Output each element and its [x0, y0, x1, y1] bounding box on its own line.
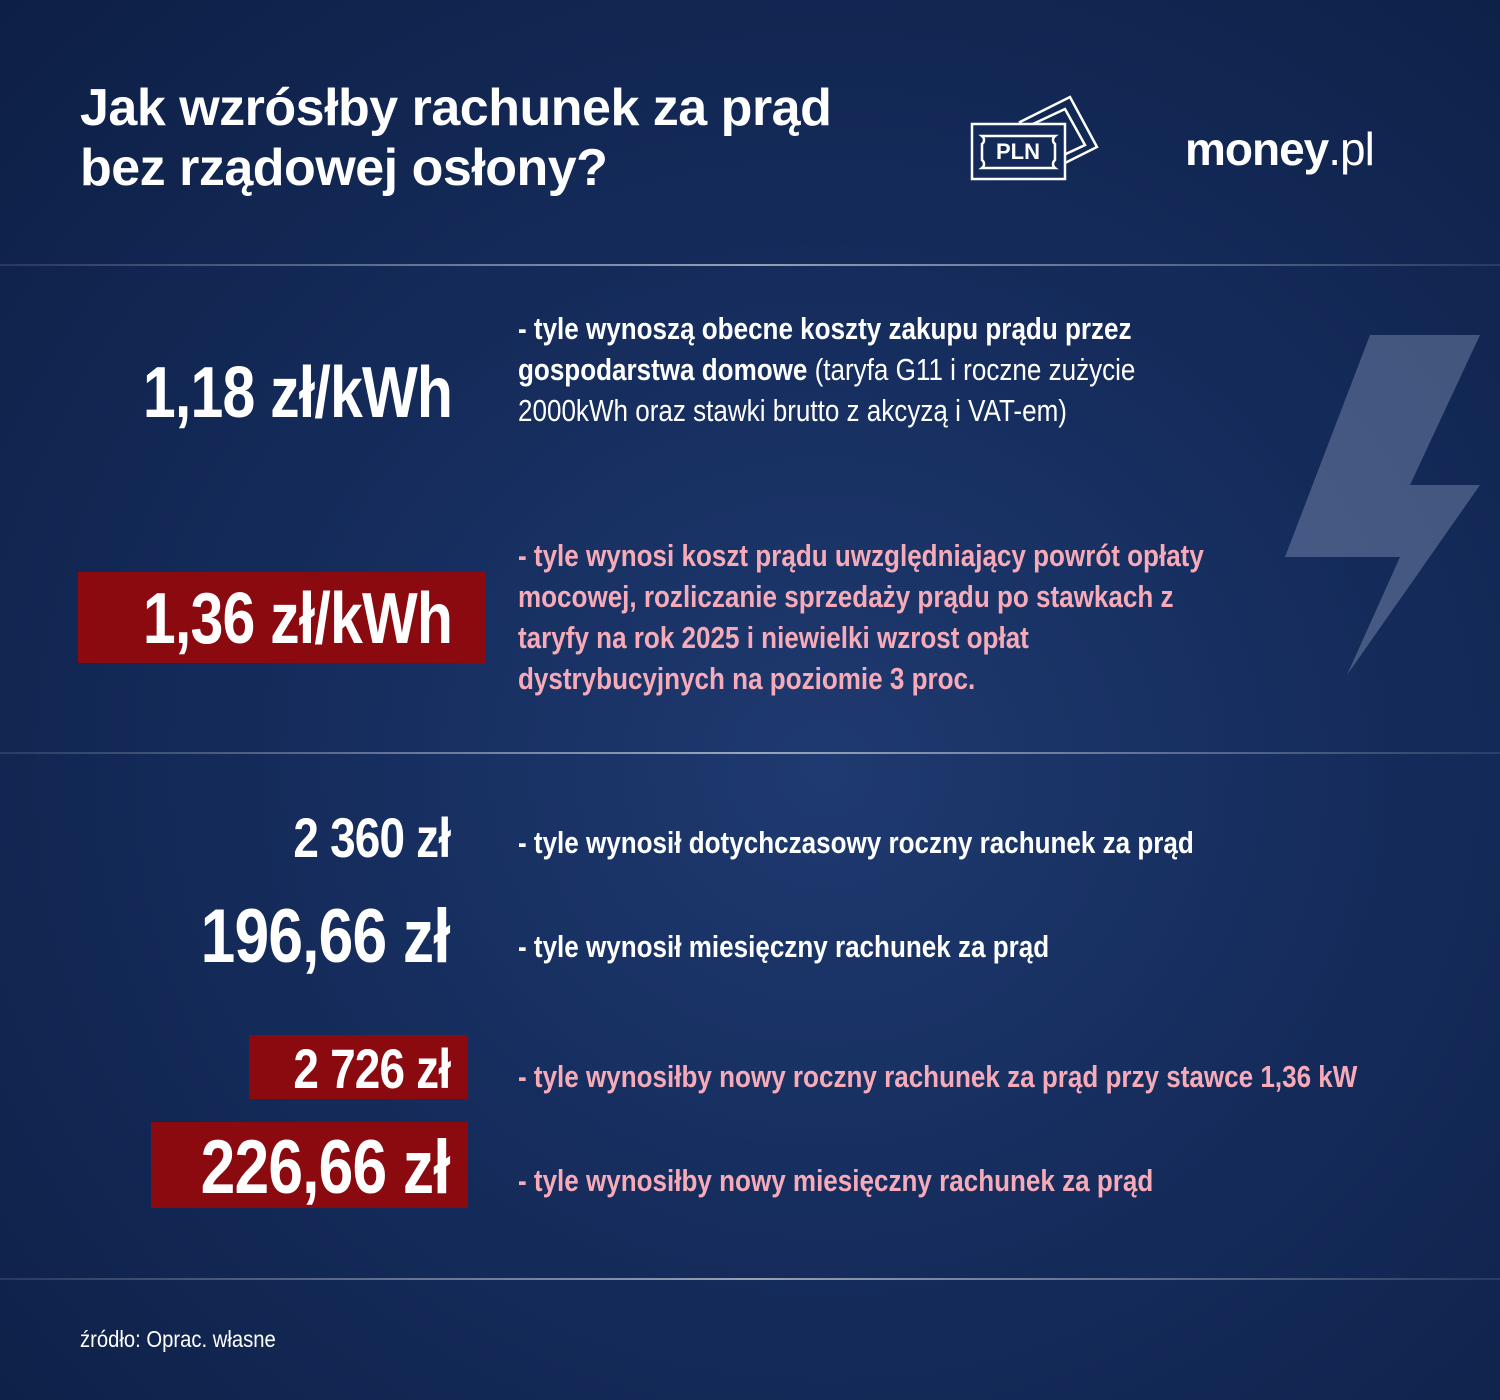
page-title: Jak wzrósłby rachunek za prąd bez rządow…: [80, 79, 832, 197]
current-rate-value: 1,18 zł/kWh: [142, 353, 453, 433]
banknote-icon: PLN: [970, 95, 1099, 181]
new-annual-bill-value: 2 726 zł: [293, 1037, 451, 1100]
new-monthly-bill-value: 226,66 zł: [200, 1125, 451, 1210]
new-rate-highlight: [78, 572, 486, 663]
new-monthly-bill-highlight: [151, 1122, 468, 1208]
divider: [0, 752, 1500, 754]
svg-text:PLN: PLN: [996, 139, 1040, 164]
new-annual-bill-highlight: [249, 1035, 468, 1099]
new-annual-bill-description: - tyle wynosiłby nowy roczny rachunek za…: [518, 1059, 1358, 1094]
divider: [0, 264, 1500, 266]
old-monthly-bill-description: - tyle wynosił miesięczny rachunek za pr…: [518, 929, 1050, 964]
lightning-bolt-icon: [1285, 335, 1480, 675]
old-annual-bill-description: - tyle wynosił dotychczasowy roczny rach…: [518, 825, 1194, 860]
old-monthly-bill-value: 196,66 zł: [200, 894, 451, 979]
new-monthly-bill-description: - tyle wynosiłby nowy miesięczny rachune…: [518, 1163, 1154, 1198]
new-rate-description: - tyle wynosi koszt prądu uwzględniający…: [518, 538, 1204, 696]
old-annual-bill-value: 2 360 zł: [293, 806, 451, 869]
money-pl-logo: money.pl: [1185, 123, 1375, 175]
source-note: źródło: Oprac. własne: [80, 1326, 276, 1352]
divider: [0, 1278, 1500, 1280]
current-rate-description: - tyle wynoszą obecne koszty zakupu prąd…: [518, 311, 1136, 428]
new-rate-value: 1,36 zł/kWh: [142, 579, 453, 659]
